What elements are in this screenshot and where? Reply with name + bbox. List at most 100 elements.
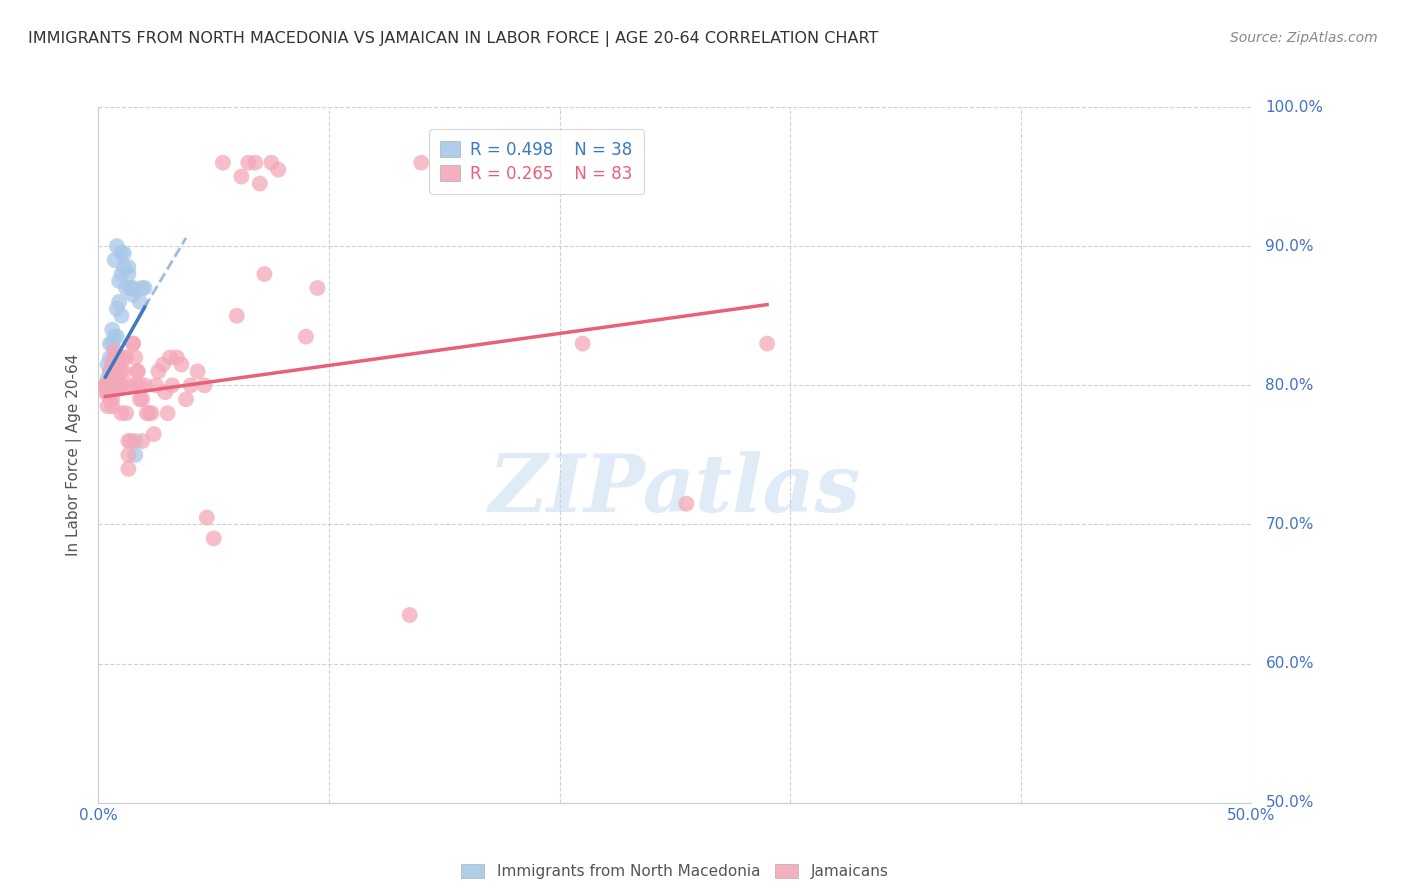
Text: ZIPatlas: ZIPatlas xyxy=(489,451,860,528)
Point xyxy=(134,378,156,392)
Point xyxy=(98,378,121,392)
Point xyxy=(105,358,128,372)
Text: 90.0%: 90.0% xyxy=(1265,239,1313,253)
Point xyxy=(117,260,139,274)
Point xyxy=(108,358,131,372)
Point xyxy=(108,351,131,365)
Text: 50.0%: 50.0% xyxy=(1265,796,1313,810)
Point xyxy=(101,323,124,337)
Point xyxy=(94,378,117,392)
Point xyxy=(117,267,139,281)
Point xyxy=(112,246,135,260)
Point xyxy=(110,309,132,323)
Point xyxy=(94,378,117,392)
Point xyxy=(110,378,132,392)
Point xyxy=(267,162,290,177)
Point xyxy=(108,274,131,288)
Point xyxy=(103,358,125,372)
Point xyxy=(105,329,128,343)
Legend: Immigrants from North Macedonia, Jamaicans: Immigrants from North Macedonia, Jamaica… xyxy=(456,858,894,886)
Point xyxy=(571,336,593,351)
Point xyxy=(120,281,142,295)
Point xyxy=(124,434,146,448)
Point xyxy=(122,281,145,295)
Point xyxy=(105,239,128,253)
Text: Source: ZipAtlas.com: Source: ZipAtlas.com xyxy=(1230,31,1378,45)
Point xyxy=(112,364,135,378)
Point xyxy=(98,392,121,407)
Point xyxy=(103,329,125,343)
Point xyxy=(115,406,138,420)
Point xyxy=(101,378,124,392)
Point xyxy=(97,358,120,372)
Point xyxy=(98,385,121,400)
Point xyxy=(124,448,146,462)
Point xyxy=(101,392,124,407)
Point xyxy=(101,378,124,392)
Point xyxy=(131,281,153,295)
Point xyxy=(122,336,145,351)
Point xyxy=(238,155,260,169)
Point xyxy=(398,607,420,622)
Point xyxy=(131,392,153,407)
Point xyxy=(103,253,125,268)
Point xyxy=(675,497,697,511)
Point xyxy=(98,336,121,351)
Point xyxy=(120,378,142,392)
Point xyxy=(122,288,145,302)
Point xyxy=(110,406,132,420)
Point xyxy=(202,532,225,546)
Point xyxy=(103,351,125,365)
Point xyxy=(105,358,128,372)
Point xyxy=(115,281,138,295)
Point xyxy=(174,392,197,407)
Point xyxy=(245,155,267,169)
Text: 80.0%: 80.0% xyxy=(1265,378,1313,392)
Point xyxy=(155,385,177,400)
Point xyxy=(108,294,131,309)
Point xyxy=(98,364,121,378)
Point xyxy=(103,351,125,365)
Point xyxy=(307,281,329,295)
Point xyxy=(120,434,142,448)
Point xyxy=(180,378,202,392)
Point xyxy=(253,267,276,281)
Point xyxy=(122,336,145,351)
Point xyxy=(129,378,152,392)
Point xyxy=(166,351,188,365)
Point xyxy=(101,358,124,372)
Point xyxy=(124,378,146,392)
Point xyxy=(225,309,247,323)
Point xyxy=(129,294,152,309)
Point xyxy=(131,434,153,448)
Y-axis label: In Labor Force | Age 20-64: In Labor Force | Age 20-64 xyxy=(66,354,83,556)
Point xyxy=(141,406,163,420)
Point xyxy=(110,378,132,392)
Point xyxy=(97,399,120,413)
Point xyxy=(97,371,120,385)
Point xyxy=(193,378,215,392)
Point xyxy=(103,364,125,378)
Point xyxy=(756,336,779,351)
Point xyxy=(110,246,132,260)
Point xyxy=(212,155,235,169)
Point xyxy=(411,155,433,169)
Point xyxy=(97,378,120,392)
Point xyxy=(98,351,121,365)
Point xyxy=(112,351,135,365)
Point xyxy=(117,448,139,462)
Point xyxy=(135,406,157,420)
Point xyxy=(152,358,174,372)
Point xyxy=(98,378,121,392)
Point xyxy=(110,364,132,378)
Point xyxy=(98,364,121,378)
Point xyxy=(108,364,131,378)
Point xyxy=(145,378,167,392)
Point xyxy=(105,301,128,316)
Point xyxy=(94,385,117,400)
Point xyxy=(97,385,120,400)
Point xyxy=(160,378,183,392)
Point xyxy=(97,378,120,392)
Point xyxy=(142,427,165,442)
Text: 60.0%: 60.0% xyxy=(1265,657,1313,671)
